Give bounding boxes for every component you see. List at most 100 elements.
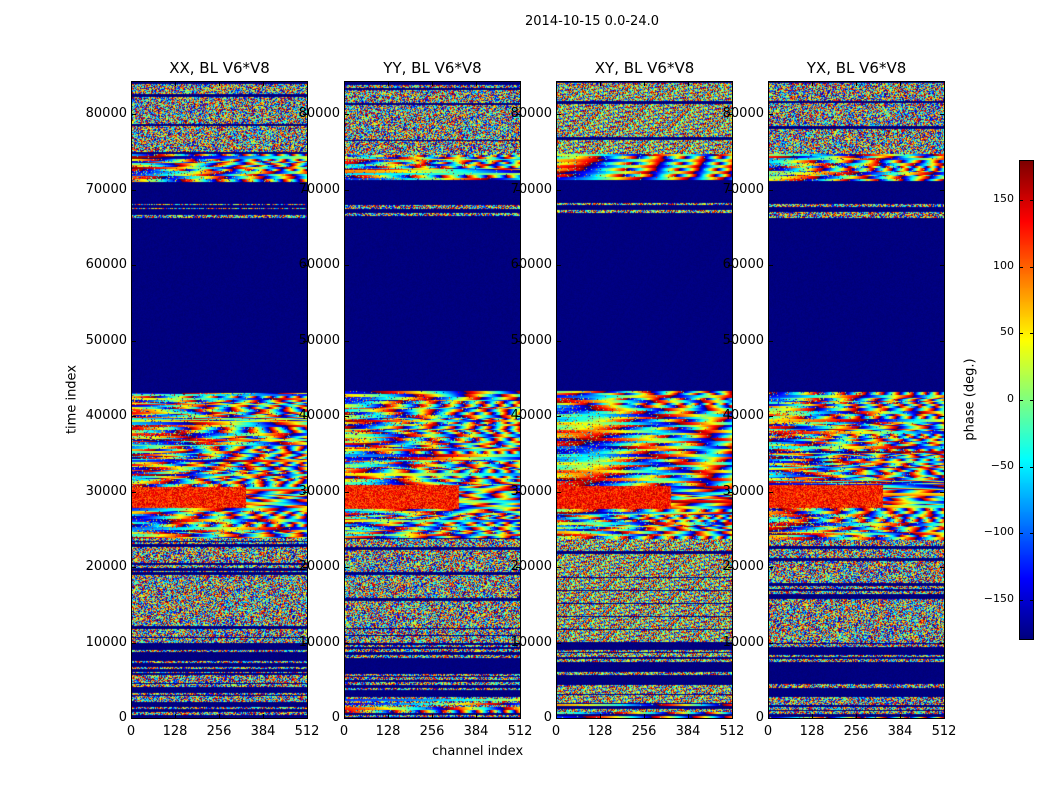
y-tick-mark — [516, 189, 521, 191]
y-tick-label: 30000 — [85, 483, 127, 499]
x-tick-label: 512 — [507, 724, 533, 739]
colorbar-tick-mark — [1030, 466, 1034, 468]
y-tick-mark — [131, 416, 136, 418]
colorbar-tick-mark — [1019, 200, 1023, 201]
y-tick-mark — [728, 340, 733, 342]
panel-title: YX, BL V6*V8 — [806, 59, 907, 77]
x-tick-label: 512 — [931, 724, 957, 739]
x-tick-mark — [388, 81, 389, 86]
colorbar-tick-mark — [1030, 600, 1034, 601]
x-tick-label: 512 — [719, 724, 745, 739]
x-tick-label: 0 — [551, 724, 561, 739]
y-tick-mark — [344, 114, 349, 116]
heatmap-panel-3 — [556, 81, 733, 719]
heatmap-image — [769, 82, 944, 718]
x-tick-label: 0 — [339, 724, 349, 739]
y-tick-label: 80000 — [722, 106, 764, 122]
colorbar-tick-mark — [1030, 333, 1034, 335]
x-tick-mark — [131, 714, 132, 719]
y-tick-mark — [728, 718, 733, 719]
y-tick-mark — [556, 718, 561, 719]
y-tick-label: 50000 — [298, 332, 340, 348]
x-tick-label: 384 — [887, 724, 913, 739]
x-tick-mark — [344, 81, 345, 86]
y-tick-mark — [344, 491, 349, 493]
y-tick-label: 40000 — [510, 408, 552, 424]
y-tick-mark — [131, 265, 136, 267]
y-tick-mark — [768, 567, 773, 569]
x-tick-label: 0 — [763, 724, 773, 739]
y-tick-mark — [940, 491, 945, 493]
y-tick-mark — [344, 340, 349, 342]
y-tick-label: 20000 — [510, 559, 552, 575]
y-tick-label: 10000 — [510, 634, 552, 650]
colorbar-tick-mark — [1030, 400, 1034, 401]
y-tick-mark — [556, 265, 561, 267]
x-tick-label: 128 — [162, 724, 188, 739]
y-tick-label: 20000 — [722, 559, 764, 575]
x-tick-mark — [856, 81, 857, 86]
y-tick-mark — [728, 642, 733, 644]
x-tick-mark — [900, 81, 901, 86]
x-tick-mark — [732, 81, 733, 86]
x-tick-mark — [812, 714, 813, 719]
y-tick-label: 50000 — [85, 332, 127, 348]
x-tick-label: 128 — [799, 724, 825, 739]
y-tick-mark — [728, 567, 733, 569]
x-tick-mark — [131, 81, 132, 86]
x-tick-label: 128 — [375, 724, 401, 739]
y-tick-mark — [728, 265, 733, 267]
y-tick-mark — [728, 416, 733, 418]
x-tick-mark — [556, 81, 557, 86]
y-tick-mark — [344, 718, 349, 719]
colorbar-tick-label: 100 — [993, 258, 1014, 272]
y-tick-mark — [303, 340, 308, 342]
y-tick-mark — [516, 416, 521, 418]
y-tick-label: 80000 — [85, 106, 127, 122]
x-tick-mark — [856, 714, 857, 719]
x-tick-mark — [476, 714, 477, 719]
x-tick-mark — [219, 714, 220, 719]
colorbar-gradient — [1020, 161, 1033, 639]
colorbar-tick-mark — [1019, 533, 1023, 535]
y-tick-mark — [303, 265, 308, 267]
y-tick-mark — [516, 642, 521, 644]
y-tick-mark — [728, 491, 733, 493]
y-tick-label: 0 — [118, 710, 127, 725]
y-tick-mark — [728, 114, 733, 116]
y-tick-mark — [768, 642, 773, 644]
y-tick-mark — [768, 189, 773, 191]
y-tick-mark — [556, 642, 561, 644]
x-tick-mark — [768, 81, 769, 86]
x-tick-mark — [175, 714, 176, 719]
y-tick-mark — [556, 567, 561, 569]
colorbar-tick-label: −150 — [983, 592, 1014, 605]
heatmap-panel-2 — [344, 81, 521, 719]
y-tick-label: 70000 — [722, 181, 764, 197]
y-tick-label: 20000 — [85, 559, 127, 575]
x-tick-mark — [476, 81, 477, 86]
y-tick-mark — [303, 416, 308, 418]
x-tick-mark — [263, 714, 264, 719]
y-tick-mark — [303, 642, 308, 644]
y-tick-mark — [516, 718, 521, 719]
y-tick-mark — [344, 265, 349, 267]
y-tick-mark — [940, 114, 945, 116]
y-tick-mark — [131, 491, 136, 493]
y-tick-mark — [516, 491, 521, 493]
x-tick-mark — [520, 81, 521, 86]
y-tick-mark — [940, 642, 945, 644]
colorbar-tick-label: −100 — [983, 525, 1014, 539]
y-tick-mark — [344, 567, 349, 569]
y-tick-label: 60000 — [85, 257, 127, 273]
y-tick-label: 40000 — [722, 408, 764, 424]
x-tick-label: 384 — [463, 724, 489, 739]
y-tick-label: 30000 — [510, 483, 552, 499]
y-tick-mark — [556, 114, 561, 116]
x-tick-mark — [388, 714, 389, 719]
heatmap-image — [345, 82, 520, 718]
y-tick-mark — [303, 718, 308, 719]
colorbar-tick-mark — [1030, 200, 1034, 201]
x-tick-mark — [432, 81, 433, 86]
x-tick-mark — [263, 81, 264, 86]
